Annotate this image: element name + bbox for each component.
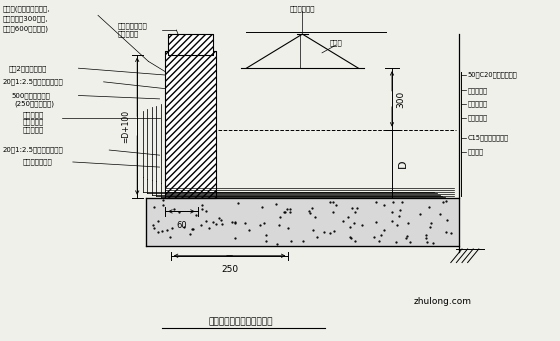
Text: 碰缝2皮砖时保护层: 碰缝2皮砖时保护层: [8, 65, 47, 72]
Text: 主体结构楼屋板: 主体结构楼屋板: [22, 159, 52, 165]
Text: 基层处理剂: 基层处理剂: [22, 126, 44, 133]
Text: 外侧防水层300毫米,: 外侧防水层300毫米,: [3, 15, 48, 22]
Bar: [168, 34, 213, 55]
Text: 结构楼面板线: 结构楼面板线: [290, 5, 315, 12]
Text: 卷材防水层: 卷材防水层: [468, 87, 488, 94]
Text: 内侧留600毫米甩茬): 内侧留600毫米甩茬): [3, 26, 49, 32]
Text: 50厚C20细石砼保护层: 50厚C20细石砼保护层: [468, 72, 517, 78]
Text: 250: 250: [221, 265, 238, 274]
Bar: [165, 51, 216, 198]
Bar: [146, 198, 459, 246]
Text: 60: 60: [176, 221, 186, 229]
Bar: [165, 51, 216, 198]
Text: 500宽卷材水膜层: 500宽卷材水膜层: [11, 92, 50, 99]
Text: C15砼垫层表面压光: C15砼垫层表面压光: [468, 135, 508, 142]
Text: 卷材防水层: 卷材防水层: [22, 118, 44, 125]
Text: 卷材防水层: 卷材防水层: [468, 101, 488, 107]
Text: 20厚1:2.5水泥砂浆保护层: 20厚1:2.5水泥砂浆保护层: [3, 147, 63, 153]
Text: 20厚1:2.5水泥砂浆找平层: 20厚1:2.5水泥砂浆找平层: [3, 78, 63, 85]
Text: 临时保护墙: 临时保护墙: [118, 31, 139, 38]
Text: D: D: [398, 160, 408, 168]
Text: =D+100: =D+100: [122, 109, 130, 143]
Text: (250通幅内空铺): (250通幅内空铺): [14, 101, 54, 107]
Text: 基层处理剂: 基层处理剂: [468, 114, 488, 121]
Text: 施工缝: 施工缝: [330, 39, 342, 46]
Bar: [168, 34, 213, 55]
Text: 卷材防水层: 卷材防水层: [22, 111, 44, 118]
Text: 防水层(自导墙底部铺起,: 防水层(自导墙底部铺起,: [3, 5, 50, 12]
Text: 双层卷材在导墙处复合层层: 双层卷材在导墙处复合层层: [208, 318, 273, 327]
Text: 素土夯实: 素土夯实: [468, 148, 484, 155]
Text: 300: 300: [396, 90, 405, 107]
Text: zhulong.com: zhulong.com: [413, 297, 472, 306]
Text: 彩色卷材保护层: 彩色卷材保护层: [118, 22, 147, 29]
